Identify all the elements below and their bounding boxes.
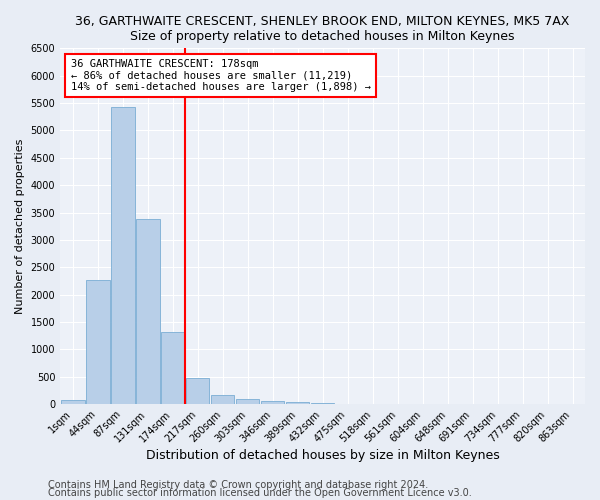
X-axis label: Distribution of detached houses by size in Milton Keynes: Distribution of detached houses by size …: [146, 450, 499, 462]
Bar: [211, 396, 235, 404]
Text: Contains HM Land Registry data © Crown copyright and database right 2024.: Contains HM Land Registry data © Crown c…: [48, 480, 428, 490]
Bar: [186, 378, 209, 404]
Y-axis label: Number of detached properties: Number of detached properties: [15, 138, 25, 314]
Bar: [236, 400, 259, 404]
Text: 36 GARTHWAITE CRESCENT: 178sqm
← 86% of detached houses are smaller (11,219)
14%: 36 GARTHWAITE CRESCENT: 178sqm ← 86% of …: [71, 59, 371, 92]
Bar: [61, 400, 85, 404]
Bar: [311, 403, 334, 404]
Bar: [111, 107, 134, 404]
Bar: [136, 218, 160, 404]
Title: 36, GARTHWAITE CRESCENT, SHENLEY BROOK END, MILTON KEYNES, MK5 7AX
Size of prope: 36, GARTHWAITE CRESCENT, SHENLEY BROOK E…: [76, 15, 570, 43]
Bar: [261, 401, 284, 404]
Bar: [161, 332, 185, 404]
Bar: [86, 280, 110, 404]
Bar: [286, 402, 310, 404]
Text: Contains public sector information licensed under the Open Government Licence v3: Contains public sector information licen…: [48, 488, 472, 498]
